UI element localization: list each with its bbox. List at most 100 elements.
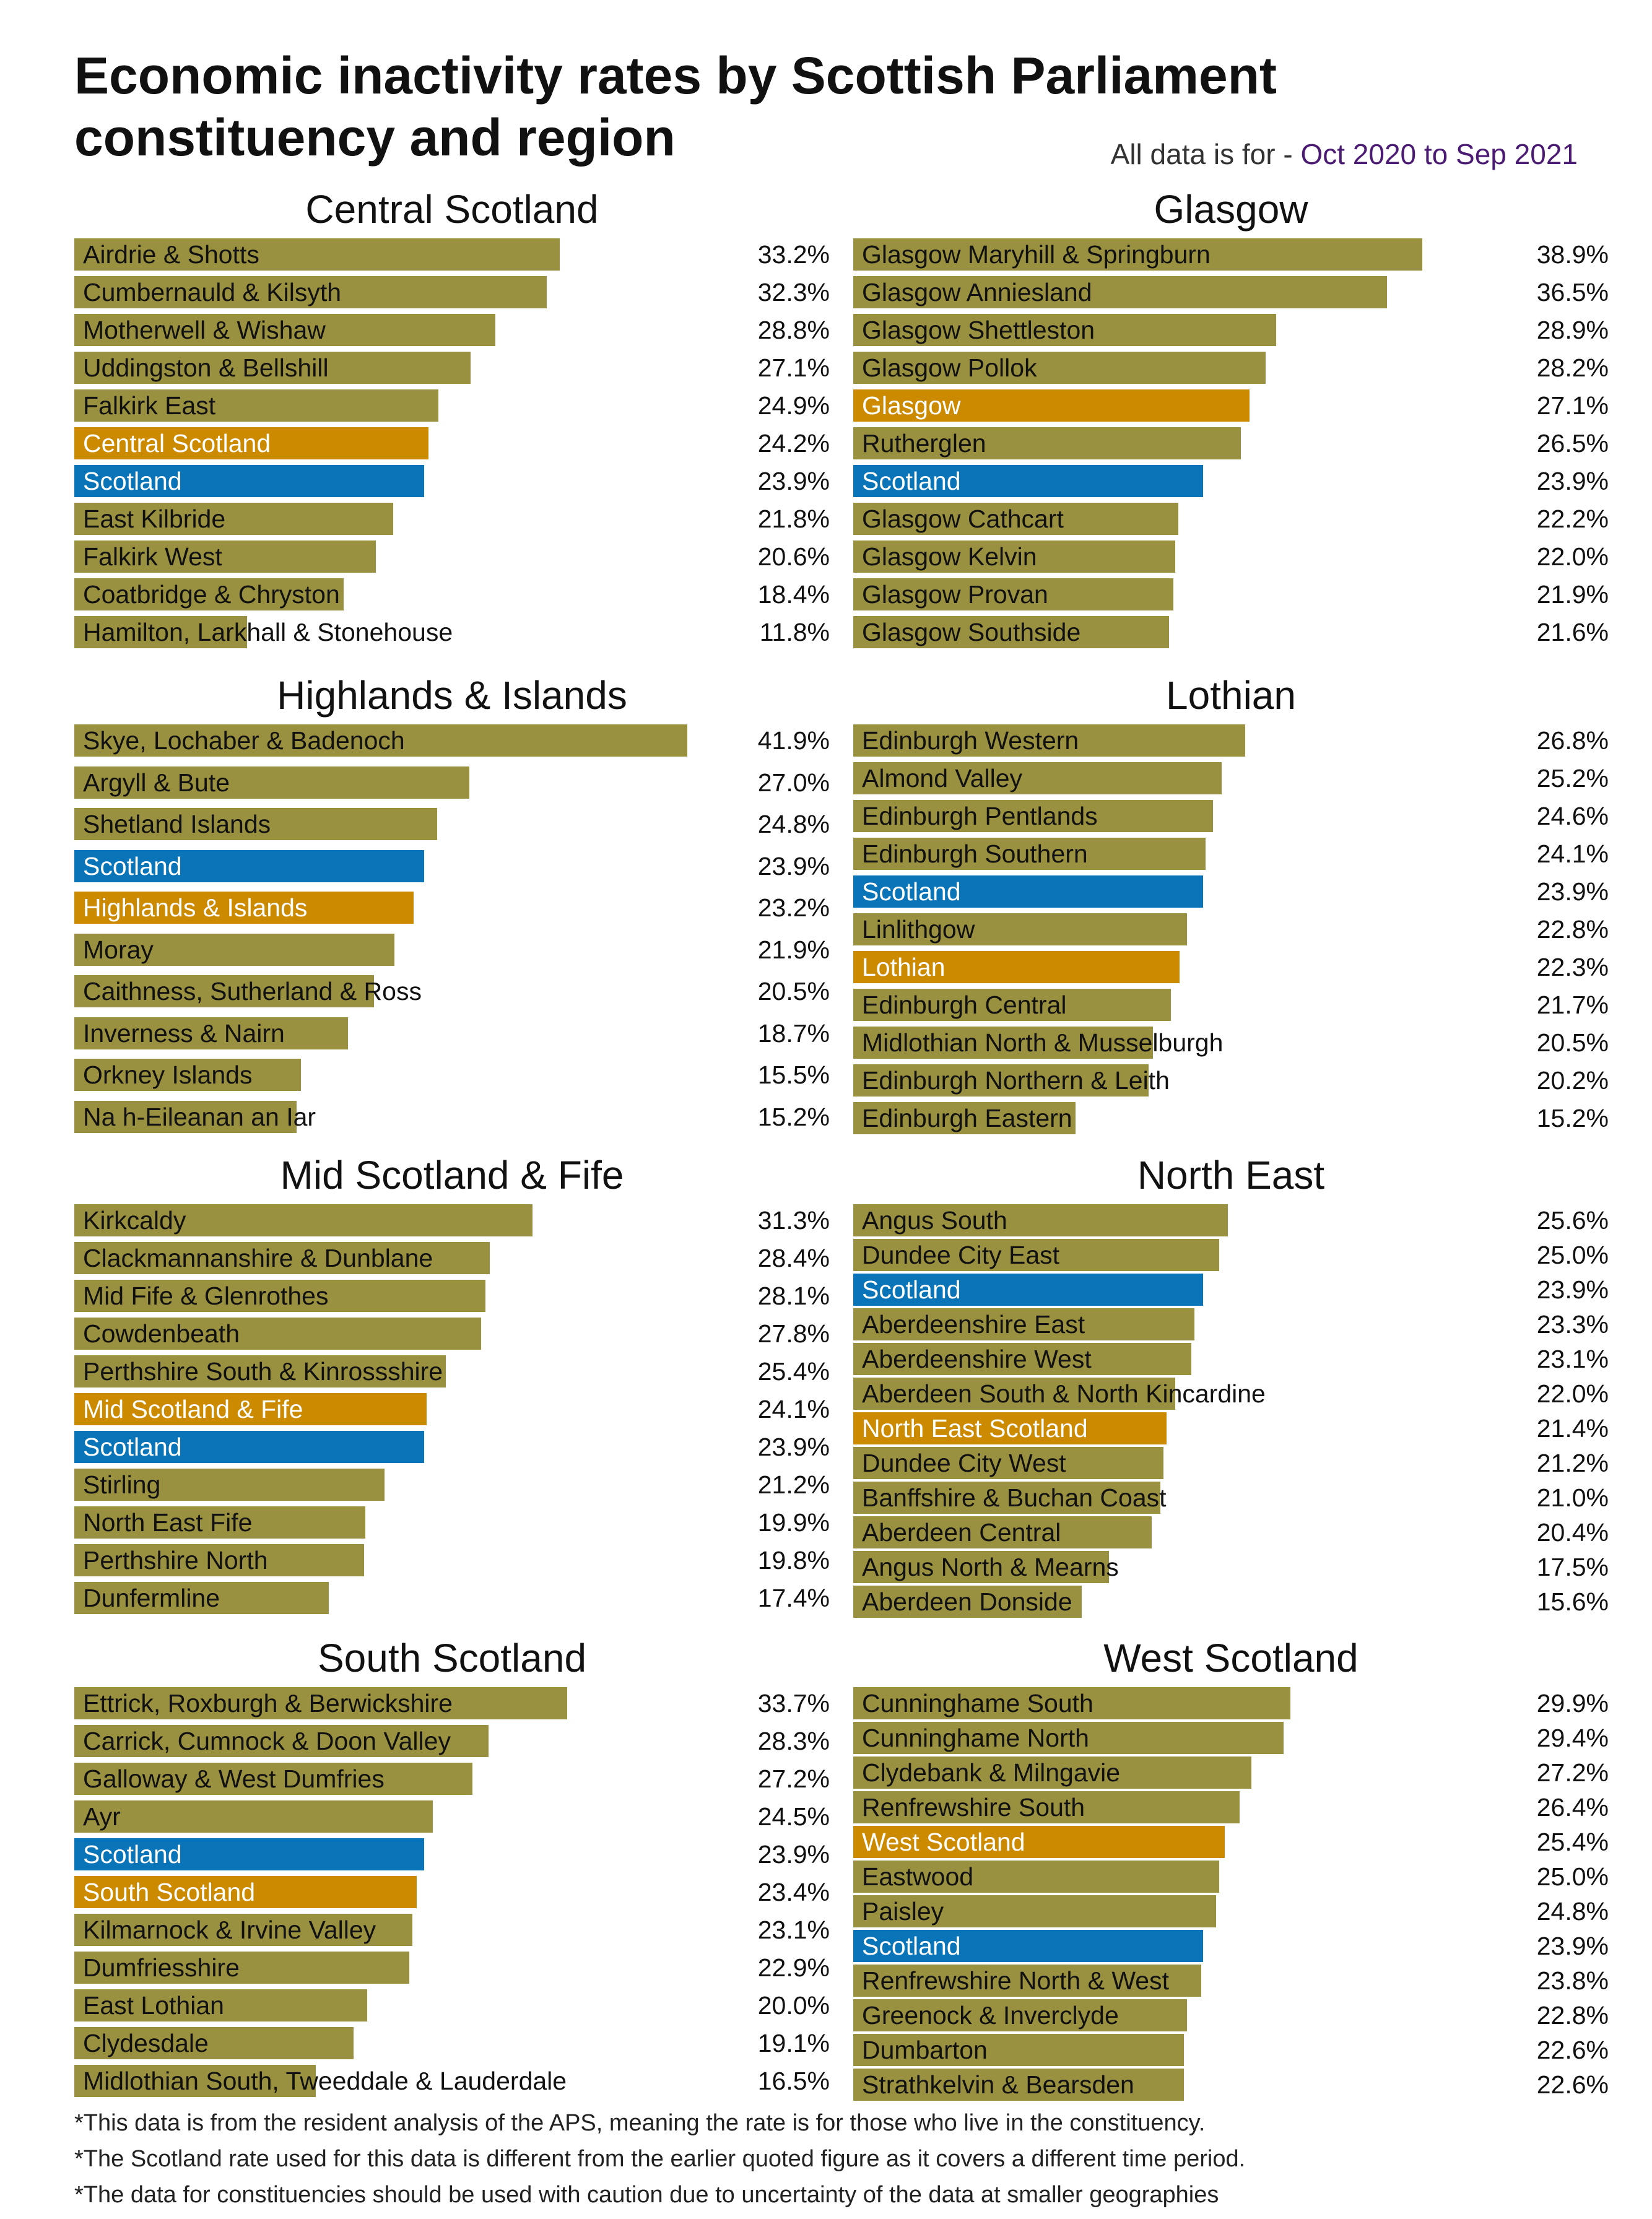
bar-value: 21.8%: [757, 505, 830, 533]
bar-label: Dumfriesshire: [83, 1953, 240, 1982]
bar-row: Galloway & West Dumfries 27.2%: [74, 1763, 830, 1795]
bar-label: Glasgow Kelvin: [862, 542, 1037, 571]
constituency-bar: [74, 766, 469, 799]
constituency-bar: [853, 352, 1266, 384]
bar-row: Midlothian North & Musselburgh 20.5%: [853, 1027, 1609, 1059]
bar-row: Shetland Islands 24.8%: [74, 808, 830, 840]
bar-label: Perthshire South & Kinrossshire: [83, 1357, 443, 1386]
bar-row: Clackmannanshire & Dunblane 28.4%: [74, 1242, 830, 1274]
bar-row: Ettrick, Roxburgh & Berwickshire 33.7%: [74, 1687, 830, 1719]
bar-label: Greenock & Inverclyde: [862, 2001, 1119, 2030]
bar-row: Orkney Islands 15.5%: [74, 1059, 830, 1091]
bar-label: Shetland Islands: [83, 810, 271, 838]
bar-value: 26.8%: [1536, 726, 1609, 755]
constituency-bar: [74, 1242, 490, 1274]
constituency-bar: [74, 2065, 316, 2097]
constituency-bar: [74, 1914, 412, 1946]
bar-row: Ayr 24.5%: [74, 1800, 830, 1833]
bar-row: Perthshire South & Kinrossshire 25.4%: [74, 1355, 830, 1387]
bar-row: Glasgow Maryhill & Springburn 38.9%: [853, 238, 1609, 271]
bar-row: Scotland 23.9%: [853, 1930, 1609, 1962]
bar-row: Almond Valley 25.2%: [853, 762, 1609, 794]
constituency-bar: [74, 1952, 409, 1984]
bar-value: 24.6%: [1536, 802, 1609, 830]
bar-label: Scotland: [83, 1840, 182, 1869]
bar-row: West Scotland 25.4%: [853, 1826, 1609, 1858]
constituency-bar: [853, 800, 1213, 832]
bar-label: Scotland: [862, 1275, 961, 1304]
constituency-bar: [853, 427, 1241, 459]
bar-value: 15.2%: [1536, 1104, 1609, 1132]
chart-title: South Scotland: [317, 1636, 587, 1680]
bar-row: Lothian 22.3%: [853, 951, 1609, 983]
bar-value: 21.9%: [1536, 580, 1609, 609]
bar-label: Glasgow Southside: [862, 618, 1081, 646]
bar-value: 27.1%: [757, 354, 830, 382]
bar-row: Edinburgh Eastern 15.2%: [853, 1102, 1609, 1134]
chart-title: Mid Scotland & Fife: [280, 1153, 624, 1197]
bar-value: 23.9%: [757, 851, 830, 880]
constituency-bar: [853, 1687, 1290, 1719]
footnote: *The data for constituencies should be u…: [74, 2182, 1219, 2208]
bar-label: Carrick, Cumnock & Doon Valley: [83, 1727, 451, 1755]
bar-value: 23.4%: [757, 1878, 830, 1906]
scotland-bar: [853, 875, 1203, 908]
bar-row: North East Scotland 21.4%: [853, 1412, 1609, 1444]
bar-row: Paisley 24.8%: [853, 1895, 1609, 1927]
bar-row: Hamilton, Larkhall & Stonehouse 11.8%: [74, 616, 830, 648]
bar-value: 28.3%: [757, 1727, 830, 1755]
chart-title: Lothian: [1166, 673, 1296, 718]
bar-row: Scotland 23.9%: [853, 1274, 1609, 1306]
constituency-bar: [74, 238, 560, 271]
bar-value: 20.6%: [757, 542, 830, 571]
constituency-bar: [853, 1447, 1163, 1479]
bar-row: Angus South 25.6%: [853, 1204, 1609, 1236]
bar-label: Edinburgh Central: [862, 991, 1067, 1019]
scotland-bar: [74, 1838, 424, 1870]
bar-row: Scotland 23.9%: [853, 465, 1609, 497]
bar-label: Cunninghame South: [862, 1689, 1093, 1717]
bar-row: Dunfermline 17.4%: [74, 1582, 830, 1614]
scotland-bar: [853, 1274, 1203, 1306]
constituency-bar: [853, 1378, 1175, 1410]
constituency-bar: [74, 503, 393, 535]
bar-row: East Lothian 20.0%: [74, 1989, 830, 2021]
bar-label: Central Scotland: [83, 429, 271, 458]
constituency-bar: [74, 578, 344, 610]
bar-label: Paisley: [862, 1897, 944, 1926]
bar-value: 28.1%: [757, 1282, 830, 1310]
bar-label: Orkney Islands: [83, 1061, 253, 1089]
constituency-bar: [853, 503, 1178, 535]
bar-label: Angus North & Mearns: [862, 1553, 1119, 1581]
bar-row: Glasgow Kelvin 22.0%: [853, 541, 1609, 573]
bar-row: Carrick, Cumnock & Doon Valley 28.3%: [74, 1725, 830, 1757]
bar-label: Banffshire & Buchan Coast: [862, 1483, 1167, 1512]
bar-row: Stirling 21.2%: [74, 1469, 830, 1501]
bar-value: 27.2%: [757, 1765, 830, 1793]
region-bar: [853, 389, 1250, 422]
constituency-bar: [853, 838, 1206, 870]
bar-row: Cunninghame North 29.4%: [853, 1722, 1609, 1754]
bar-value: 38.9%: [1536, 240, 1609, 269]
bar-value: 28.8%: [757, 316, 830, 344]
bar-row: Glasgow Pollok 28.2%: [853, 352, 1609, 384]
bar-row: Cumbernauld & Kilsyth 32.3%: [74, 276, 830, 308]
bar-label: Perthshire North: [83, 1546, 268, 1574]
bar-label: East Kilbride: [83, 505, 226, 533]
bar-value: 22.6%: [1536, 2070, 1609, 2099]
bar-label: Aberdeen Donside: [862, 1587, 1072, 1616]
scotland-bar: [853, 1930, 1203, 1962]
bar-value: 23.2%: [757, 893, 830, 922]
bar-row: Edinburgh Northern & Leith 20.2%: [853, 1064, 1609, 1096]
region-bar: [853, 951, 1180, 983]
bar-label: Scotland: [862, 1932, 961, 1960]
constituency-bar: [74, 1800, 433, 1833]
bar-row: Dumfriesshire 22.9%: [74, 1952, 830, 1984]
footnote: *This data is from the resident analysis…: [74, 2110, 1206, 2136]
bar-label: Falkirk East: [83, 391, 216, 420]
bar-row: Highlands & Islands 23.2%: [74, 892, 830, 924]
bar-row: Moray 21.9%: [74, 933, 830, 966]
constituency-bar: [853, 762, 1222, 794]
bar-label: Almond Valley: [862, 764, 1023, 792]
